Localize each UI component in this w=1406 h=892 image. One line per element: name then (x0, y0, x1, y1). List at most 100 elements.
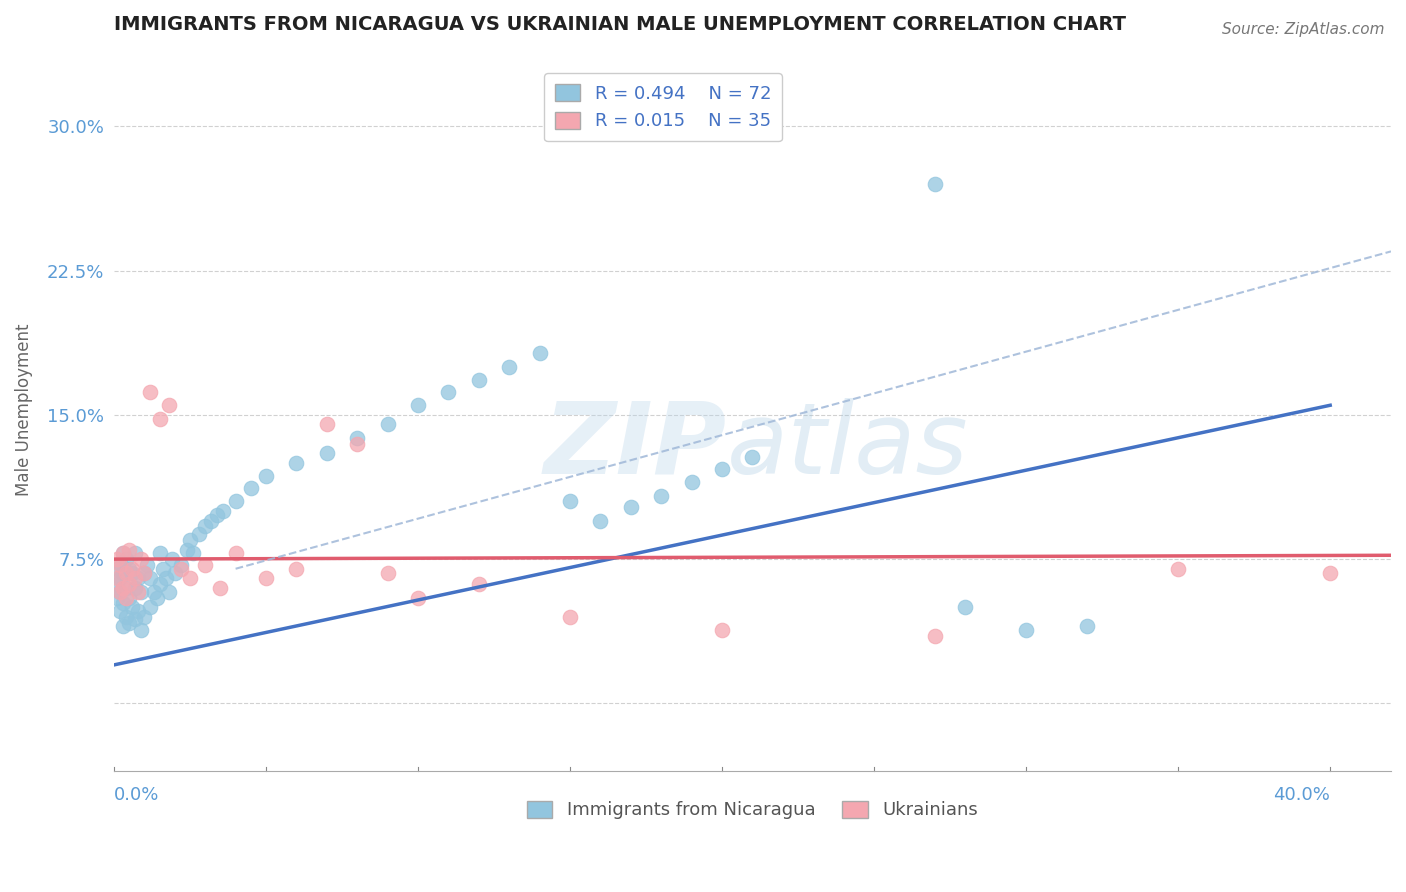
Point (121, 566, 143, 580)
Point (112, 546, 135, 560)
Point (131, 624, 153, 638)
Point (115, 591, 138, 605)
Point (155, 571, 177, 585)
Point (650, 489, 672, 503)
Point (149, 577, 172, 591)
Point (188, 527, 211, 541)
Point (105, 591, 128, 605)
Point (346, 436, 368, 450)
Text: Source: ZipAtlas.com: Source: ZipAtlas.com (1222, 22, 1385, 37)
Point (108, 571, 131, 585)
Point (115, 610, 138, 624)
Point (377, 417, 399, 432)
Point (108, 556, 131, 570)
Point (124, 581, 146, 595)
Point (194, 519, 217, 533)
Point (468, 577, 491, 591)
Point (179, 533, 201, 547)
Point (105, 577, 128, 591)
Point (207, 508, 229, 522)
Point (170, 558, 193, 572)
Point (212, 504, 235, 518)
Point (558, 610, 581, 624)
Point (142, 584, 165, 599)
Point (176, 542, 198, 557)
Point (108, 558, 131, 572)
Point (468, 373, 491, 387)
Point (741, 450, 763, 465)
Point (179, 571, 201, 585)
Point (377, 566, 399, 580)
Point (160, 552, 183, 566)
Point (955, 600, 977, 615)
Point (285, 562, 308, 576)
Point (181, 546, 204, 560)
Point (118, 577, 141, 591)
Point (529, 346, 551, 360)
Point (134, 610, 156, 624)
Point (149, 411, 172, 425)
Point (1076, 619, 1098, 633)
Point (139, 571, 162, 585)
Point (115, 581, 138, 595)
Point (711, 461, 734, 475)
Point (127, 571, 149, 585)
Point (285, 456, 308, 470)
Point (105, 571, 128, 585)
Point (152, 562, 174, 576)
Point (105, 562, 128, 576)
Point (118, 591, 141, 605)
Point (254, 571, 277, 585)
Point (121, 600, 143, 615)
Point (346, 431, 368, 445)
Point (711, 624, 734, 638)
Text: 40.0%: 40.0% (1274, 786, 1330, 804)
Point (131, 584, 153, 599)
Y-axis label: Male Unemployment: Male Unemployment (15, 324, 32, 496)
Point (139, 600, 162, 615)
Point (1015, 624, 1038, 638)
Point (127, 584, 149, 599)
Point (108, 584, 131, 599)
Point (558, 494, 581, 508)
Point (924, 177, 946, 191)
Point (681, 475, 703, 490)
Point (136, 558, 159, 572)
Point (134, 566, 156, 580)
Point (194, 558, 217, 572)
Point (118, 542, 141, 557)
Point (118, 562, 141, 576)
Point (315, 446, 337, 460)
Point (127, 604, 149, 618)
Point (1319, 566, 1341, 580)
Point (105, 552, 128, 566)
Point (118, 615, 141, 630)
Text: ZIP: ZIP (544, 398, 727, 495)
Point (145, 591, 167, 605)
Point (112, 581, 135, 595)
Point (924, 629, 946, 643)
Point (149, 546, 172, 560)
Point (498, 359, 520, 374)
Point (225, 546, 247, 560)
Point (108, 584, 131, 599)
Point (124, 546, 146, 560)
Point (209, 581, 232, 595)
Point (170, 562, 193, 576)
Point (124, 571, 146, 585)
Point (157, 398, 180, 412)
Point (315, 417, 337, 432)
Point (589, 514, 612, 528)
Text: 0.0%: 0.0% (114, 786, 159, 804)
Point (200, 514, 222, 528)
Point (437, 384, 460, 399)
Point (139, 384, 162, 399)
Point (131, 552, 153, 566)
Point (157, 584, 180, 599)
Point (225, 494, 247, 508)
Point (406, 591, 429, 605)
Point (620, 500, 643, 515)
Point (115, 566, 138, 580)
Text: IMMIGRANTS FROM NICARAGUA VS UKRAINIAN MALE UNEMPLOYMENT CORRELATION CHART: IMMIGRANTS FROM NICARAGUA VS UKRAINIAN M… (114, 15, 1126, 34)
Point (108, 604, 131, 618)
